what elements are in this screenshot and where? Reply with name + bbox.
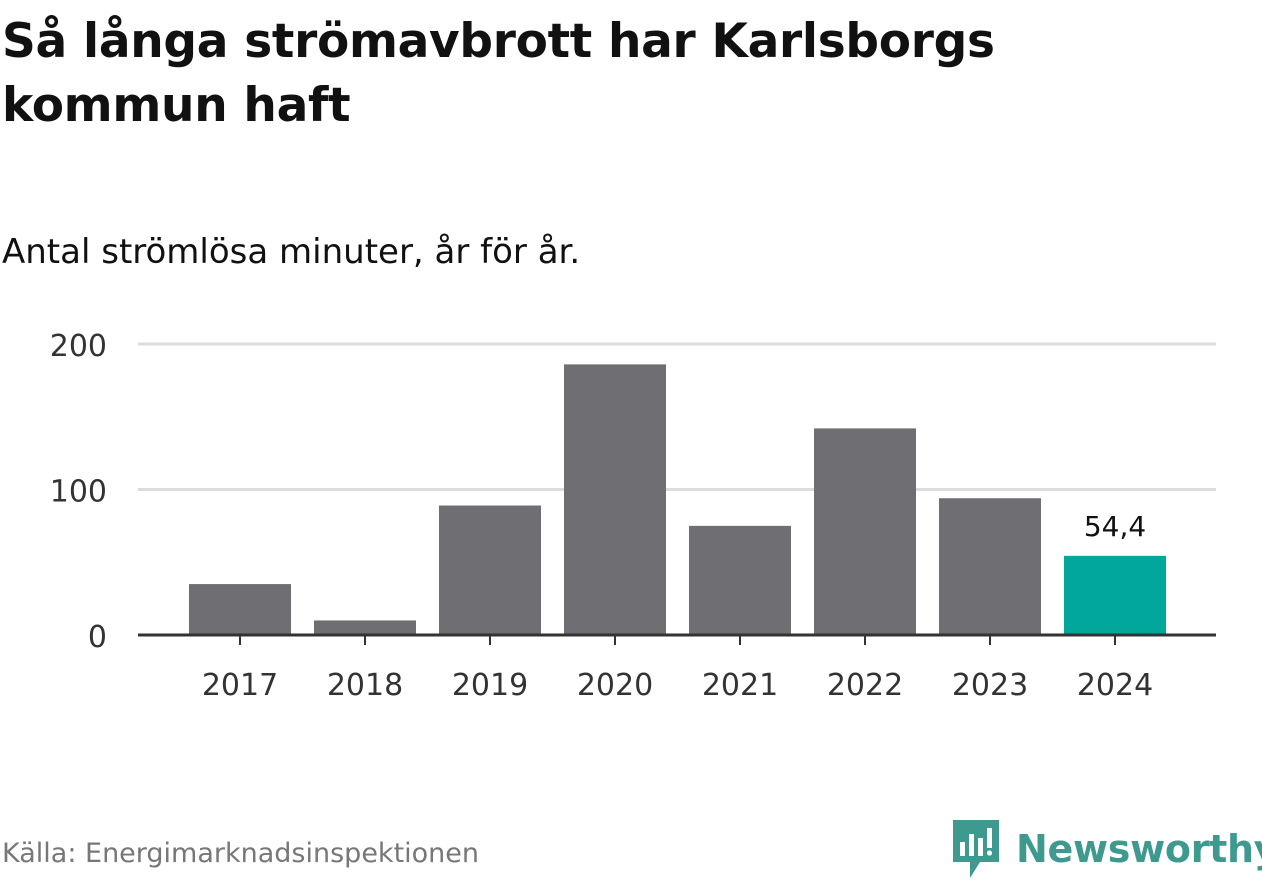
bar [689, 525, 791, 635]
y-tick-label: 100 [50, 475, 107, 510]
chart-title: Så långa strömavbrott har Karlsborgs kom… [2, 14, 995, 133]
x-tick-label: 2019 [452, 668, 528, 703]
x-tick-label: 2018 [327, 668, 403, 703]
x-tick-label: 2023 [952, 668, 1028, 703]
bar [814, 428, 916, 635]
brand-name: Newsworthy [1016, 827, 1262, 871]
newsworthy-brand: Newsworthy [950, 818, 1262, 880]
bar [189, 584, 291, 635]
x-tick-label: 2017 [202, 668, 278, 703]
bar [564, 364, 666, 635]
x-tick-label: 2020 [577, 668, 653, 703]
data-label: 54,4 [1084, 510, 1146, 543]
chart-subtitle: Antal strömlösa minuter, år för år. [2, 232, 581, 272]
x-tick-label: 2024 [1077, 668, 1153, 703]
bar [439, 505, 541, 635]
x-tick-label: 2021 [702, 668, 778, 703]
y-tick-label: 0 [88, 620, 107, 655]
bar [939, 498, 1041, 635]
y-tick-label: 200 [50, 329, 107, 364]
source-note: Källa: Energimarknadsinspektionen [2, 838, 480, 869]
bar-chart: 0 100 200 2017 2018 2019 2020 2021 2022 2023 2024 5… [50, 329, 1216, 703]
newsworthy-logo-icon [953, 820, 999, 878]
bar [314, 620, 416, 635]
bar [1064, 555, 1166, 635]
x-tick-label: 2022 [827, 668, 903, 703]
